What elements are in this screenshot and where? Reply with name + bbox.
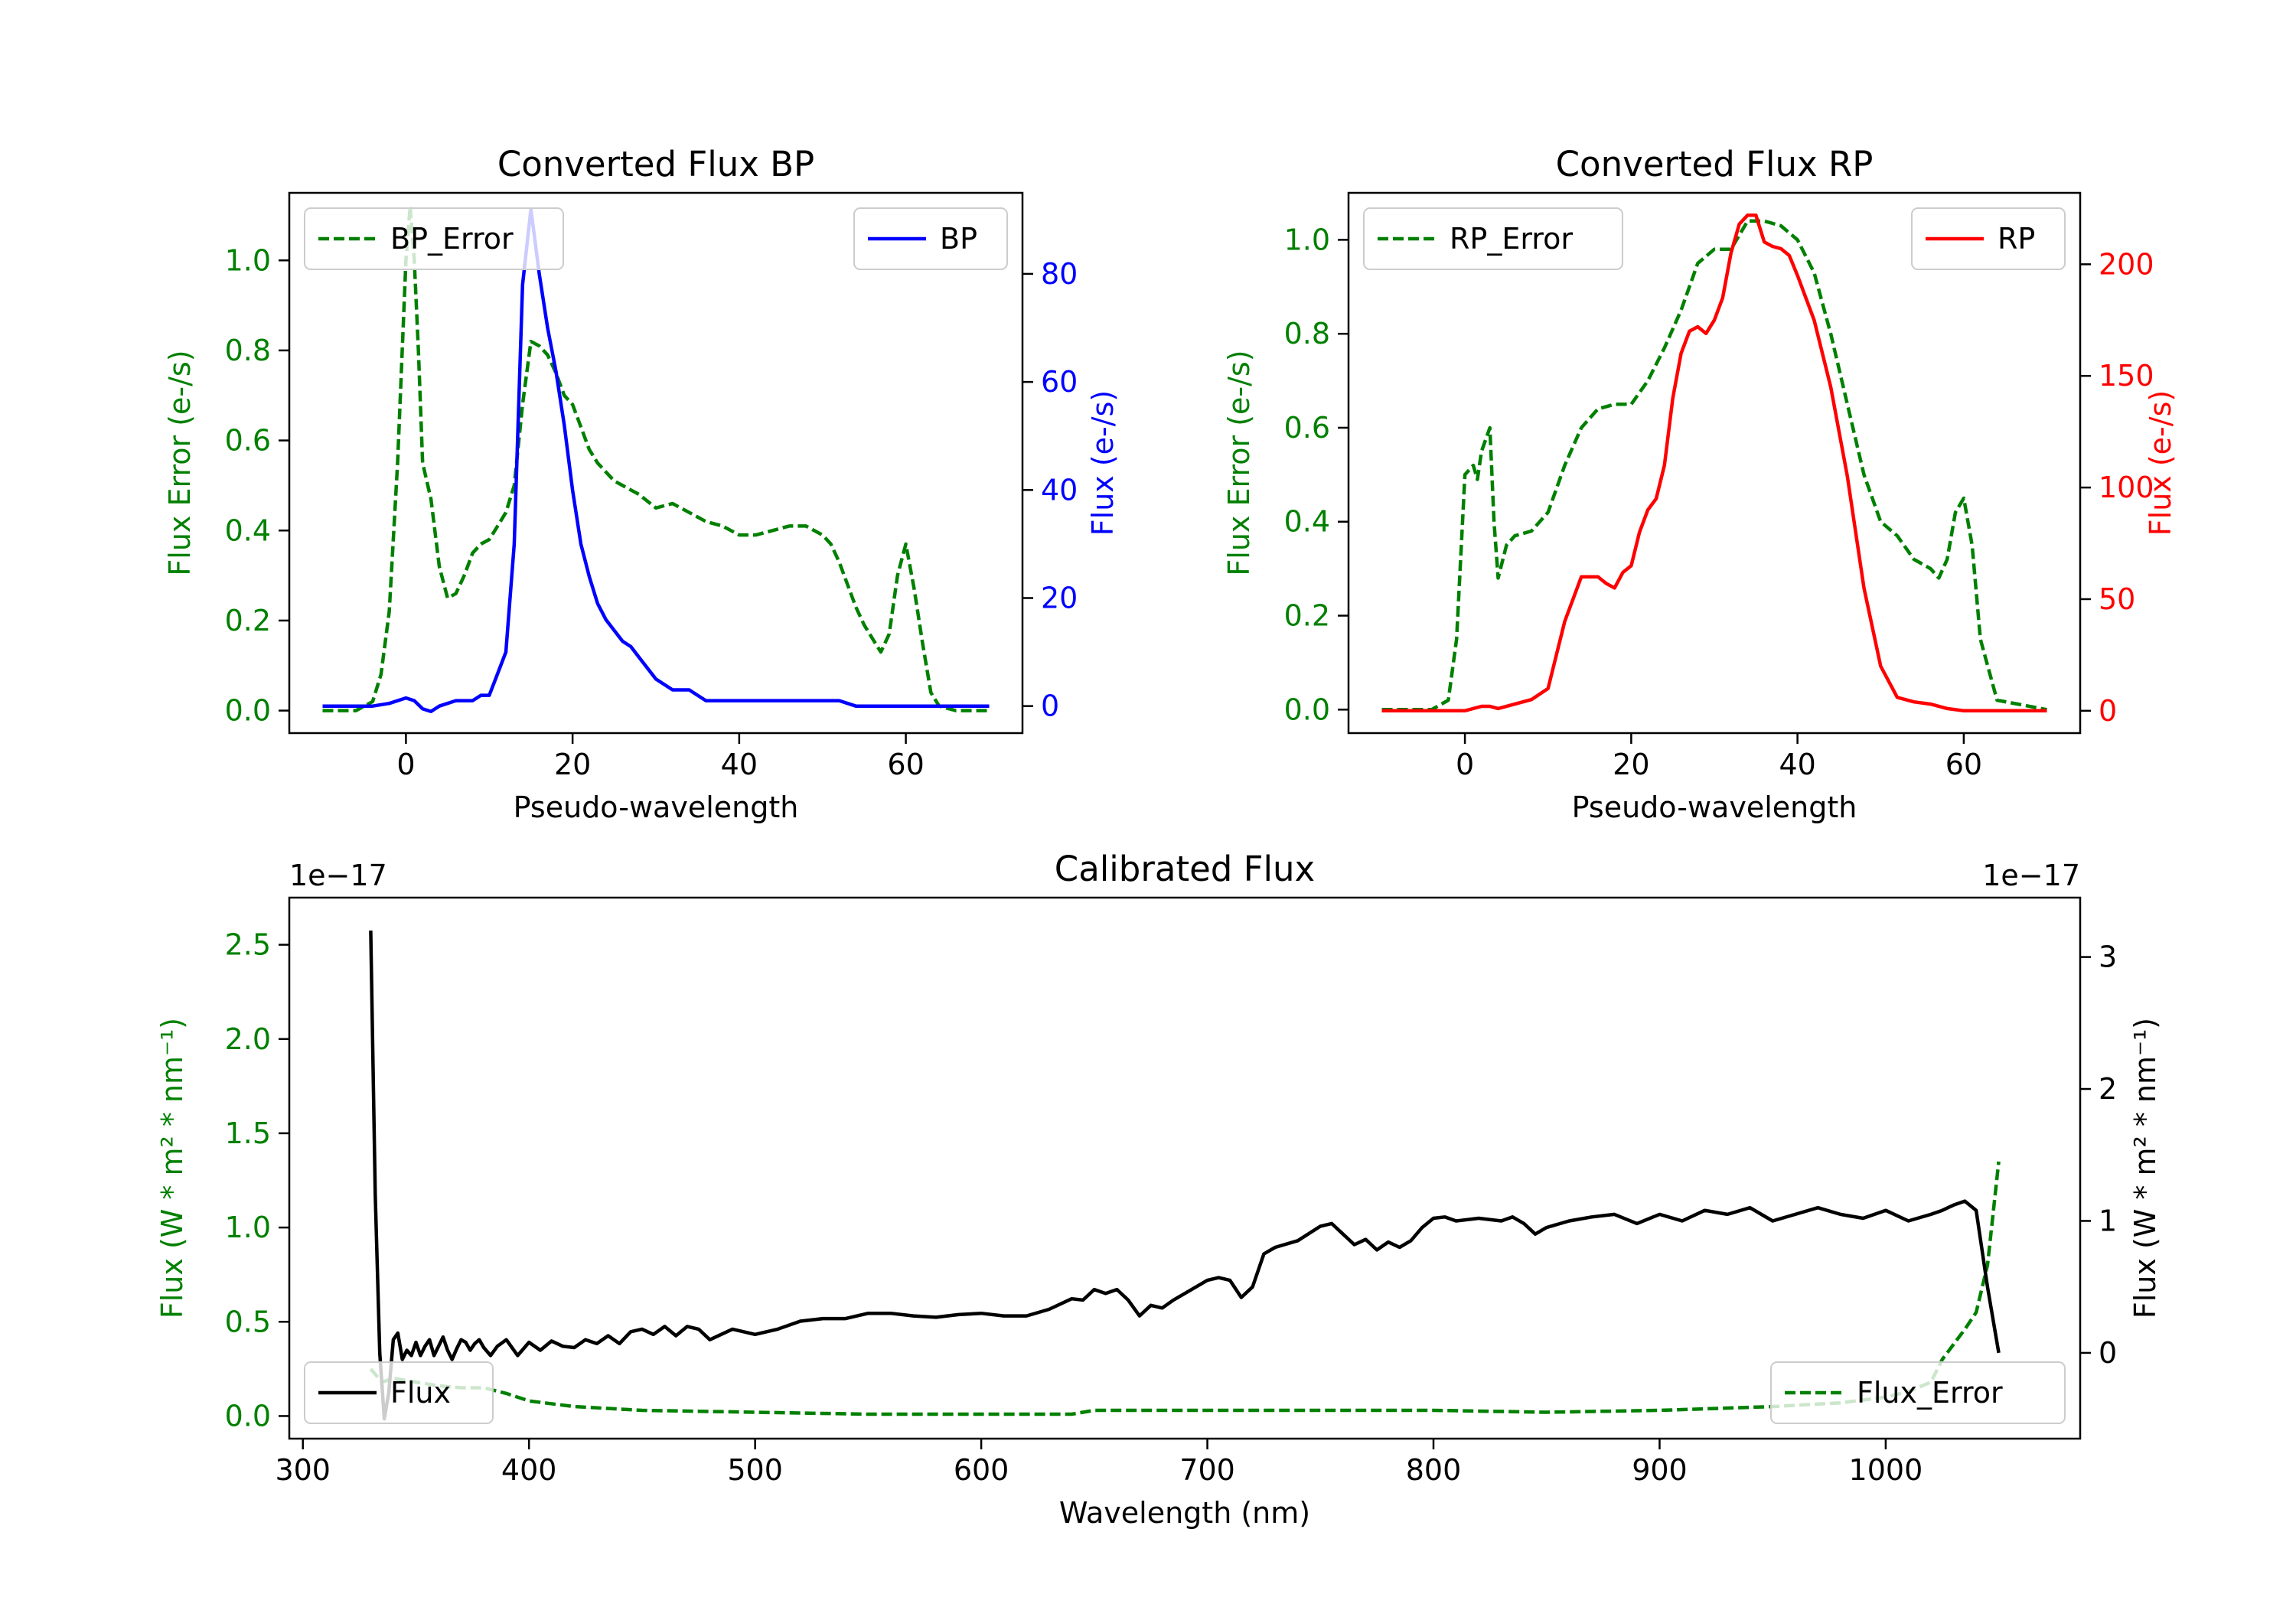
bp-y-left-tick-label: 0.0 <box>225 694 271 728</box>
bp-series-bp <box>322 207 990 714</box>
calibrated-y-left-label: Flux (W * m² * nm⁻¹) <box>155 1018 189 1319</box>
calibrated-series-flux <box>369 931 2001 1421</box>
bp-y-left-tick-label: 0.6 <box>225 424 271 458</box>
calibrated-y-right-tick-label: 1 <box>2099 1204 2117 1237</box>
rp-legend-label: RP <box>1998 222 2035 256</box>
rp-title: Converted Flux RP <box>1556 144 1874 184</box>
calibrated-y-right-label: Flux (W * m² * nm⁻¹) <box>2128 1018 2162 1319</box>
rp-chart: 0 20 40 60 0.0 0.2 0.4 0.6 0.8 1.0 0 50 100 150 200 Con… <box>1222 144 2177 824</box>
calibrated-x-label: Wavelength (nm) <box>1059 1496 1310 1530</box>
calibrated-x-tick-label: 400 <box>501 1453 557 1487</box>
bp-y-left-tick-label: 0.4 <box>225 513 271 547</box>
calibrated-x-tick-label: 800 <box>1406 1453 1462 1487</box>
bp-x-label: Pseudo-wavelength <box>514 790 799 824</box>
calibrated-axes-frame <box>288 896 2082 1440</box>
bp-axes-frame <box>288 191 1024 735</box>
calibrated-legend-flux: Flux <box>304 1361 494 1424</box>
rp-y-right-tick-label: 50 <box>2099 582 2135 616</box>
bp-y-left-tick-label: 0.2 <box>225 604 271 637</box>
rp-y-left-tick-label: 0.8 <box>1284 317 1330 350</box>
rp-x-tick-label: 60 <box>1945 748 1982 781</box>
rp-legend-label: RP_Error <box>1450 222 1573 256</box>
calibrated-x-tick-label: 1000 <box>1849 1453 1923 1487</box>
calibrated-offset-left: 1e−17 <box>289 859 387 892</box>
calibrated-x-tick-label: 700 <box>1179 1453 1235 1487</box>
rp-series-rp-error <box>1381 219 2047 712</box>
bp-legend-label: BP <box>940 222 977 256</box>
rp-legend-box <box>1363 207 1623 270</box>
calibrated-y-left-tick-label: 0.0 <box>225 1399 271 1433</box>
calibrated-x-tick-label: 500 <box>727 1453 783 1487</box>
bp-legend-bp: BP <box>853 207 1008 270</box>
rp-y-right-tick-label: 0 <box>2099 694 2117 728</box>
calibrated-x-tick-label: 300 <box>275 1453 331 1487</box>
calibrated-y-left-tick-label: 1.5 <box>225 1116 271 1150</box>
bp-y-right-tick-label: 0 <box>1041 689 1059 723</box>
bp-x-tick-label: 0 <box>396 748 415 781</box>
bp-chart: 0 20 40 60 0.0 0.2 0.4 0.6 0.8 1.0 0 20 40 60 80 Conver… <box>163 144 1120 824</box>
rp-x-label: Pseudo-wavelength <box>1572 790 1857 824</box>
calibrated-chart: 300 400 500 600 700 800 900 1000 0.0 0.5 1.0 1.5 2.0… <box>155 849 2162 1530</box>
rp-y-left-tick-label: 0.6 <box>1284 411 1330 445</box>
bp-legend-box <box>304 207 564 270</box>
rp-y-right-label: Flux (e-/s) <box>2144 390 2177 536</box>
calibrated-series-flux-error <box>369 1161 2001 1416</box>
calibrated-legend-box <box>304 1361 494 1424</box>
calibrated-x-tick-label: 600 <box>954 1453 1009 1487</box>
rp-x-tick-label: 0 <box>1456 748 1474 781</box>
rp-legend-rp: RP <box>1911 207 2066 270</box>
bp-legend-box <box>853 207 1008 270</box>
rp-y-left-tick-label: 1.0 <box>1284 223 1330 256</box>
bp-x-tick-label: 40 <box>721 748 758 781</box>
calibrated-offset-right: 1e−17 <box>1982 859 2080 892</box>
rp-y-right-tick-label: 200 <box>2099 247 2154 281</box>
calibrated-legend-box <box>1770 1361 2066 1424</box>
calibrated-y-left-tick-label: 2.0 <box>225 1022 271 1056</box>
bp-y-right-tick-label: 40 <box>1041 473 1078 507</box>
bp-series-bp-error <box>322 204 990 712</box>
bp-legend-bp-error: BP_Error <box>304 207 564 270</box>
bp-y-left-label: Flux Error (e-/s) <box>163 350 197 575</box>
rp-y-left-label: Flux Error (e-/s) <box>1222 350 1256 575</box>
bp-legend-label: BP_Error <box>390 222 514 256</box>
bp-y-left-tick-label: 0.8 <box>225 334 271 367</box>
bp-y-left-tick-label: 1.0 <box>225 243 271 277</box>
calibrated-y-right-tick-label: 0 <box>2099 1336 2117 1370</box>
rp-y-right-tick-label: 100 <box>2099 471 2154 504</box>
rp-axes-frame <box>1347 191 2082 735</box>
rp-y-left-tick-label: 0.2 <box>1284 599 1330 633</box>
bp-y-right-tick-label: 80 <box>1041 257 1078 291</box>
rp-y-left-tick-label: 0.0 <box>1284 693 1330 726</box>
rp-series-rp <box>1381 213 2047 713</box>
calibrated-y-left-tick-label: 1.0 <box>225 1211 271 1244</box>
calibrated-title: Calibrated Flux <box>1055 849 1315 889</box>
calibrated-legend-flux-error: Flux_Error <box>1770 1361 2066 1424</box>
calibrated-y-left-tick-label: 0.5 <box>225 1305 271 1338</box>
bp-title: Converted Flux BP <box>497 144 814 184</box>
rp-x-tick-label: 40 <box>1779 748 1815 781</box>
bp-x-tick-label: 60 <box>887 748 924 781</box>
rp-legend-box <box>1911 207 2066 270</box>
calibrated-legend-label: Flux_Error <box>1857 1376 2003 1410</box>
calibrated-x-tick-label: 900 <box>1632 1453 1688 1487</box>
calibrated-y-left-tick-label: 2.5 <box>225 928 271 962</box>
calibrated-legend-label: Flux <box>390 1376 451 1410</box>
calibrated-y-right-tick-label: 2 <box>2099 1072 2117 1106</box>
bp-y-right-label: Flux (e-/s) <box>1086 390 1120 536</box>
bp-y-right-tick-label: 20 <box>1041 582 1078 615</box>
rp-legend-rp-error: RP_Error <box>1363 207 1623 270</box>
rp-y-right-tick-label: 150 <box>2099 359 2154 393</box>
rp-y-left-tick-label: 0.4 <box>1284 505 1330 539</box>
rp-x-tick-label: 20 <box>1613 748 1649 781</box>
bp-y-right-tick-label: 60 <box>1041 365 1078 399</box>
calibrated-y-right-tick-label: 3 <box>2099 940 2117 974</box>
bp-x-tick-label: 20 <box>554 748 591 781</box>
